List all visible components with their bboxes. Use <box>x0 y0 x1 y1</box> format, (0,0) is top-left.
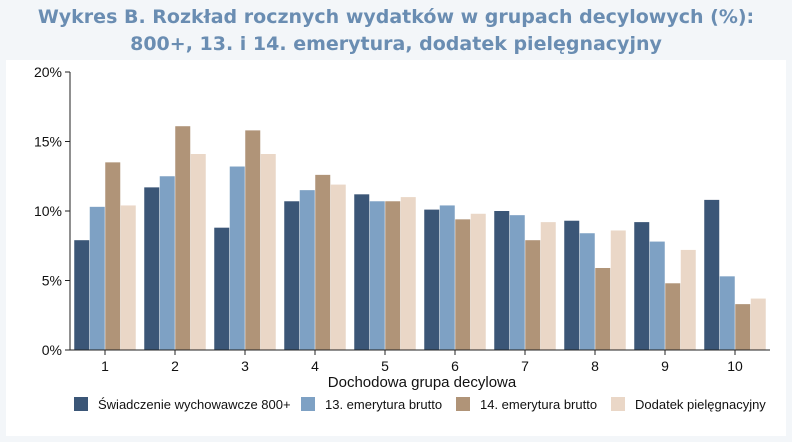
bar-1-group-2 <box>144 187 160 350</box>
x-tick-label: 1 <box>101 358 109 374</box>
y-tick-label: 0% <box>42 342 62 358</box>
legend-swatch <box>301 397 315 411</box>
bar-3-group-2 <box>175 126 191 351</box>
bar-2-group-1 <box>89 206 105 350</box>
legend-item-2: 13. emerytura brutto <box>301 397 442 412</box>
x-tick-label: 9 <box>661 358 669 374</box>
bar-3-group-10 <box>735 304 751 350</box>
bar-3-group-9 <box>665 283 681 350</box>
bar-3-group-5 <box>385 201 401 350</box>
y-axis: 0% 5% 10% 15% 20% <box>34 64 71 358</box>
x-tick-label: 2 <box>171 358 179 374</box>
bar-chart: 0% 5% 10% 15% 20% 1 2 3 4 5 6 7 8 9 10 Dochodowa grup… <box>34 64 770 412</box>
chart-title-line-1: Wykres B. Rozkład rocznych wydatków w gr… <box>37 6 755 28</box>
legend: Świadczenie wychowawcze 800+ 13. emerytur… <box>74 397 766 412</box>
bar-1-group-8 <box>564 220 580 350</box>
x-tick-label: 5 <box>381 358 389 374</box>
bar-2-group-10 <box>719 276 735 350</box>
bar-2-group-2 <box>159 176 175 350</box>
bar-2-group-7 <box>509 215 525 350</box>
plot-bars <box>74 126 766 351</box>
y-tick-label: 5% <box>42 273 62 289</box>
x-tick-label: 6 <box>451 358 459 374</box>
bar-1-group-6 <box>424 209 440 350</box>
legend-item-1: Świadczenie wychowawcze 800+ <box>74 397 291 412</box>
x-tick-label: 3 <box>241 358 249 374</box>
x-tick-label: 4 <box>311 358 319 374</box>
legend-item-4: Dodatek pielęgnacyjny <box>611 397 766 412</box>
legend-swatch <box>456 397 470 411</box>
bar-4-group-4 <box>330 184 346 350</box>
legend-swatch <box>74 397 88 411</box>
bar-1-group-1 <box>74 240 90 350</box>
chart-panel: 0% 5% 10% 15% 20% 1 2 3 4 5 6 7 8 9 10 Dochodowa grup… <box>6 60 786 436</box>
y-tick-label: 20% <box>34 64 62 80</box>
bar-1-group-5 <box>354 194 370 350</box>
bar-2-group-9 <box>649 241 665 350</box>
bar-3-group-7 <box>525 240 541 350</box>
bar-4-group-9 <box>680 249 696 350</box>
legend-label: Dodatek pielęgnacyjny <box>635 397 766 412</box>
legend-item-3: 14. emerytura brutto <box>456 397 597 412</box>
bar-3-group-4 <box>315 174 331 350</box>
bar-4-group-3 <box>260 154 276 350</box>
y-tick-label: 15% <box>34 134 62 150</box>
chart-title-line-2: 800+, 13. i 14. emerytura, dodatek pielę… <box>130 33 662 55</box>
bar-2-group-8 <box>579 233 595 350</box>
bar-4-group-1 <box>120 205 136 350</box>
bar-2-group-4 <box>299 190 315 350</box>
bar-2-group-5 <box>369 201 385 350</box>
bar-1-group-4 <box>284 201 300 350</box>
bar-4-group-2 <box>190 154 206 350</box>
legend-label: Świadczenie wychowawcze 800+ <box>98 397 291 412</box>
y-tick-label: 10% <box>34 203 62 219</box>
bar-1-group-3 <box>214 227 230 350</box>
bar-1-group-10 <box>704 199 720 350</box>
x-tick-label: 10 <box>727 358 743 374</box>
bar-4-group-10 <box>750 298 766 350</box>
x-axis: 1 2 3 4 5 6 7 8 9 10 <box>70 349 770 374</box>
chart-title: Wykres B. Rozkład rocznych wydatków w gr… <box>0 4 792 58</box>
legend-swatch <box>611 397 625 411</box>
x-tick-label: 8 <box>591 358 599 374</box>
bar-1-group-7 <box>494 211 510 350</box>
x-tick-label: 7 <box>521 358 529 374</box>
bar-3-group-3 <box>245 130 261 350</box>
bar-1-group-9 <box>634 222 650 350</box>
bar-4-group-8 <box>610 230 626 350</box>
bar-2-group-3 <box>229 166 245 350</box>
legend-label: 14. emerytura brutto <box>480 397 597 412</box>
bar-4-group-7 <box>540 222 556 350</box>
x-axis-title: Dochodowa grupa decylowa <box>328 374 517 391</box>
bar-3-group-6 <box>455 219 471 350</box>
bar-2-group-6 <box>439 205 455 350</box>
bar-4-group-6 <box>470 213 486 350</box>
bar-4-group-5 <box>400 197 416 350</box>
legend-label: 13. emerytura brutto <box>325 397 442 412</box>
bar-3-group-8 <box>595 267 611 350</box>
bar-3-group-1 <box>105 162 121 350</box>
